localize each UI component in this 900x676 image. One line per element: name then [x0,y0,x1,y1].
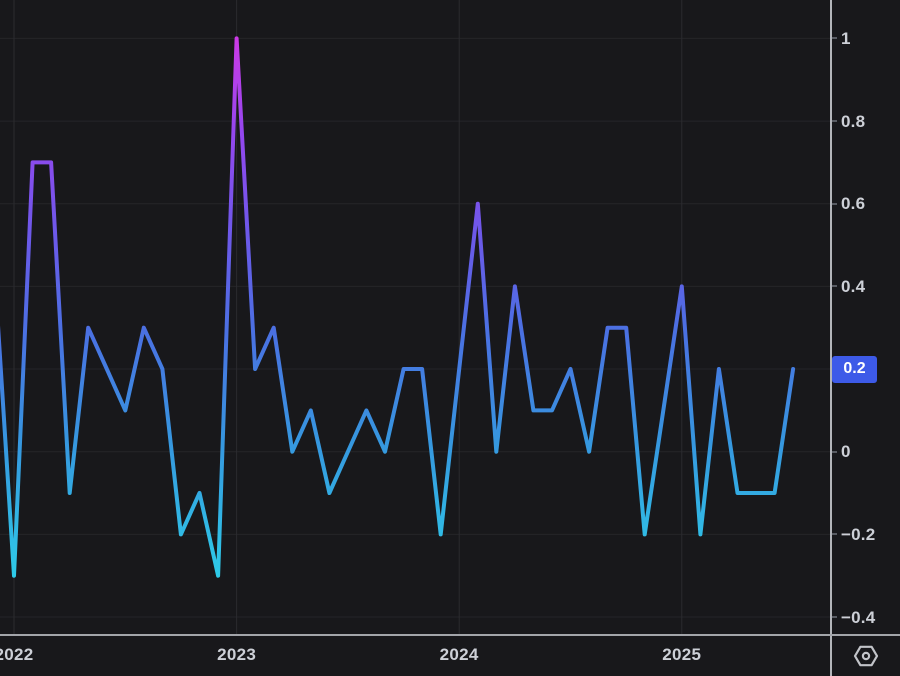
price-axis-tick [832,37,837,40]
price-axis-tick [832,120,837,123]
price-axis-label: 1 [841,28,851,48]
chart-plot-area[interactable] [0,0,830,634]
price-axis-label: −0.2 [841,524,876,544]
price-axis-label: 0.4 [841,276,866,296]
price-axis-tick [832,533,837,536]
price-axis-label: 0.8 [841,111,866,131]
time-axis-label: 2024 [439,645,479,664]
line-chart-canvas [0,0,830,634]
price-axis[interactable]: 10.80.60.40.20−0.2−0.40.2 [832,0,900,634]
last-price-label: 0.2 [832,355,877,383]
price-axis-tick [832,285,837,288]
time-axis-separator [0,634,900,636]
price-axis-tick [832,202,837,205]
price-axis-label: 0 [841,442,851,462]
price-axis-tick [832,616,837,618]
price-axis-label: −0.4 [841,607,876,627]
axis-settings-button[interactable] [832,636,900,676]
price-axis-tick [832,450,837,453]
time-axis-label: 2023 [217,645,257,664]
gear-hexagon-icon [853,645,879,667]
price-axis-label: 0.6 [841,194,866,214]
time-axis-label: 2025 [662,645,702,664]
price-line-series [0,36,796,578]
price-axis-separator [830,0,832,676]
